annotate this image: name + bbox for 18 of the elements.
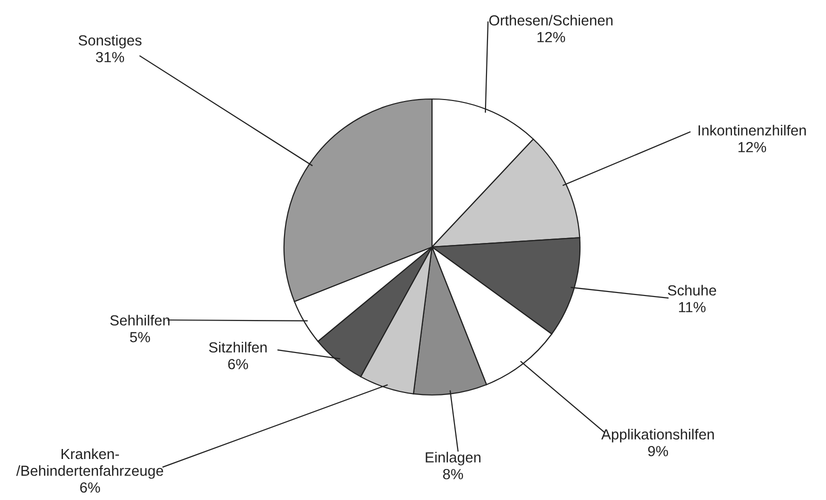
slice-label: Sitzhilfen [209, 342, 267, 353]
data-label: 31% [96, 52, 124, 62]
slice-label: Kranken- /Behindertenfahrzeuge [16, 448, 164, 479]
data-label: 9% [648, 446, 668, 456]
slice-label: Sehhilfen [110, 314, 170, 326]
slice-label: Schuhe [668, 284, 716, 296]
slice-label: Orthesen/Schienen [489, 14, 612, 26]
slice-label: Sonstiges [78, 34, 142, 48]
data-label: 12% [738, 142, 766, 152]
data-label: 11% [679, 302, 706, 312]
slice-label: Einlagen [426, 452, 480, 466]
slice-label: Inkontinenzhilfen [698, 124, 806, 136]
slice-label: Applikationshilfen [601, 428, 714, 442]
data-label: 6% [80, 482, 100, 493]
data-label: 8% [443, 468, 464, 480]
data-label: 5% [130, 332, 150, 342]
data-label: 6% [228, 358, 248, 370]
data-label: 12% [538, 32, 566, 42]
